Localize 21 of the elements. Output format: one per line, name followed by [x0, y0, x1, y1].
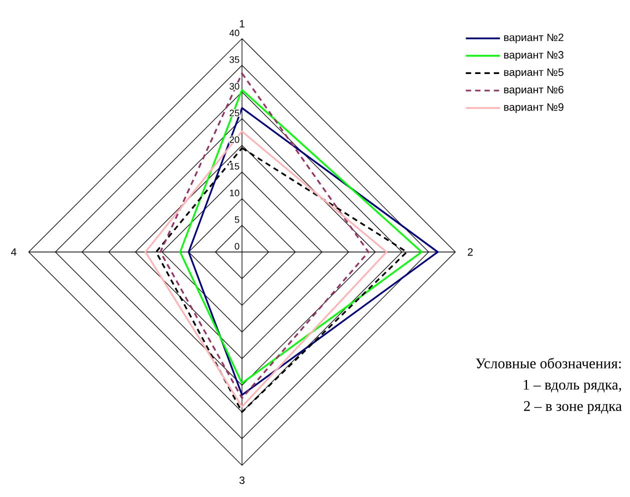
- y-tick-label: 30: [230, 83, 240, 90]
- y-tick-label: 35: [230, 56, 240, 63]
- y-tick-label: 0: [234, 243, 240, 250]
- legend-label: вариант №5: [504, 68, 564, 78]
- text: 2 – в зоне рядка: [524, 401, 622, 414]
- text: 1 – вдоль рядка,: [524, 380, 622, 393]
- legend-label: вариант №2: [504, 34, 564, 44]
- y-tick-label: 25: [230, 110, 240, 116]
- spoke-label: 2: [468, 248, 473, 256]
- y-tick-label: 40: [229, 30, 240, 36]
- text: Условные обозначения:: [476, 358, 621, 368]
- spoke-label: 1: [240, 20, 244, 28]
- y-tick-label: 20: [230, 136, 240, 143]
- legend-label: вариант №3: [504, 51, 564, 61]
- legend-label: вариант №9: [504, 103, 564, 113]
- y-tick-label: 10: [230, 190, 240, 196]
- y-tick-label: 15: [230, 163, 240, 170]
- spoke-label: 3: [239, 476, 244, 484]
- spoke-label: 4: [11, 248, 16, 256]
- y-tick-label: 5: [234, 216, 240, 223]
- legend-label: вариант №6: [504, 86, 564, 96]
